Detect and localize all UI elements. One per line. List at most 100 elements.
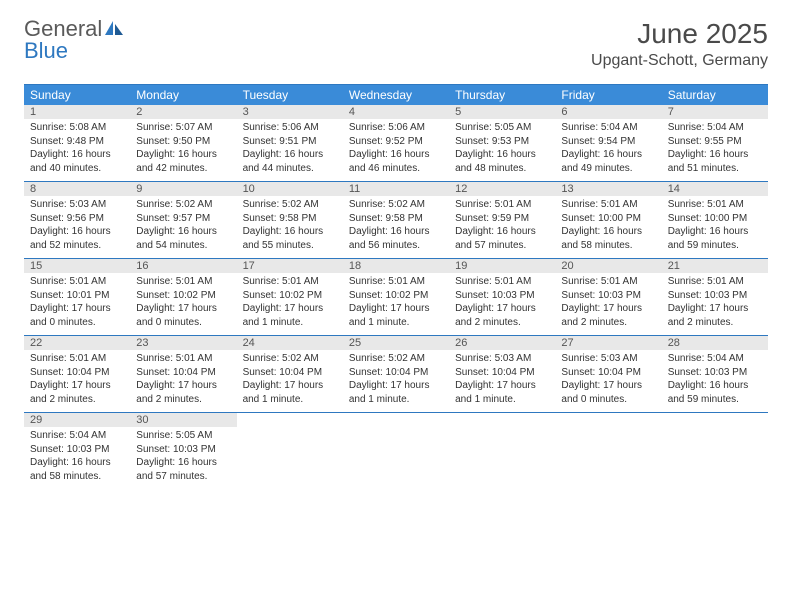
day-number: 12: [449, 182, 555, 196]
day-number: 20: [555, 259, 661, 273]
day-number: 23: [130, 336, 236, 350]
day-number: 2: [130, 105, 236, 119]
month-title: June 2025: [591, 18, 768, 50]
day-details: Sunrise: 5:04 AMSunset: 9:54 PMDaylight:…: [555, 119, 661, 181]
weekday-header-row: SundayMondayTuesdayWednesdayThursdayFrid…: [24, 85, 768, 105]
day-number: 17: [237, 259, 343, 273]
day-number: 24: [237, 336, 343, 350]
day-details: Sunrise: 5:03 AMSunset: 10:04 PMDaylight…: [555, 350, 661, 412]
calendar-day: 10Sunrise: 5:02 AMSunset: 9:58 PMDayligh…: [237, 182, 343, 258]
day-details: Sunrise: 5:01 AMSunset: 10:03 PMDaylight…: [662, 273, 768, 335]
day-details: Sunrise: 5:06 AMSunset: 9:51 PMDaylight:…: [237, 119, 343, 181]
calendar-day: 22Sunrise: 5:01 AMSunset: 10:04 PMDaylig…: [24, 336, 130, 412]
day-details: Sunrise: 5:05 AMSunset: 9:53 PMDaylight:…: [449, 119, 555, 181]
weekday-header: Thursday: [449, 85, 555, 105]
weekday-header: Tuesday: [237, 85, 343, 105]
calendar-week: 15Sunrise: 5:01 AMSunset: 10:01 PMDaylig…: [24, 259, 768, 336]
day-details: Sunrise: 5:01 AMSunset: 10:04 PMDaylight…: [130, 350, 236, 412]
day-number: 21: [662, 259, 768, 273]
day-number: 4: [343, 105, 449, 119]
calendar-day: 16Sunrise: 5:01 AMSunset: 10:02 PMDaylig…: [130, 259, 236, 335]
calendar-week: 8Sunrise: 5:03 AMSunset: 9:56 PMDaylight…: [24, 182, 768, 259]
day-number: 29: [24, 413, 130, 427]
day-number: 7: [662, 105, 768, 119]
calendar-day: 11Sunrise: 5:02 AMSunset: 9:58 PMDayligh…: [343, 182, 449, 258]
logo-sail-icon: [104, 18, 126, 40]
calendar-day: 23Sunrise: 5:01 AMSunset: 10:04 PMDaylig…: [130, 336, 236, 412]
day-number: 5: [449, 105, 555, 119]
day-number: 15: [24, 259, 130, 273]
calendar: SundayMondayTuesdayWednesdayThursdayFrid…: [24, 84, 768, 489]
calendar-day: 25Sunrise: 5:02 AMSunset: 10:04 PMDaylig…: [343, 336, 449, 412]
weekday-header: Monday: [130, 85, 236, 105]
day-details: Sunrise: 5:08 AMSunset: 9:48 PMDaylight:…: [24, 119, 130, 181]
weekday-header: Sunday: [24, 85, 130, 105]
calendar-day: 20Sunrise: 5:01 AMSunset: 10:03 PMDaylig…: [555, 259, 661, 335]
calendar-day: 12Sunrise: 5:01 AMSunset: 9:59 PMDayligh…: [449, 182, 555, 258]
calendar-day: 21Sunrise: 5:01 AMSunset: 10:03 PMDaylig…: [662, 259, 768, 335]
calendar-day: 29Sunrise: 5:04 AMSunset: 10:03 PMDaylig…: [24, 413, 130, 489]
day-details: Sunrise: 5:02 AMSunset: 10:04 PMDaylight…: [237, 350, 343, 412]
day-details: Sunrise: 5:03 AMSunset: 9:56 PMDaylight:…: [24, 196, 130, 258]
day-number: 3: [237, 105, 343, 119]
day-details: Sunrise: 5:01 AMSunset: 9:59 PMDaylight:…: [449, 196, 555, 258]
day-details: Sunrise: 5:07 AMSunset: 9:50 PMDaylight:…: [130, 119, 236, 181]
weekday-header: Wednesday: [343, 85, 449, 105]
calendar-day: ..: [662, 413, 768, 489]
day-number: 9: [130, 182, 236, 196]
calendar-week: 1Sunrise: 5:08 AMSunset: 9:48 PMDaylight…: [24, 105, 768, 182]
calendar-week: 22Sunrise: 5:01 AMSunset: 10:04 PMDaylig…: [24, 336, 768, 413]
day-number: 18: [343, 259, 449, 273]
weekday-header: Friday: [555, 85, 661, 105]
calendar-day: 19Sunrise: 5:01 AMSunset: 10:03 PMDaylig…: [449, 259, 555, 335]
calendar-day: 24Sunrise: 5:02 AMSunset: 10:04 PMDaylig…: [237, 336, 343, 412]
day-number: 1: [24, 105, 130, 119]
day-details: Sunrise: 5:01 AMSunset: 10:02 PMDaylight…: [343, 273, 449, 335]
day-details: Sunrise: 5:01 AMSunset: 10:02 PMDaylight…: [237, 273, 343, 335]
calendar-day: 5Sunrise: 5:05 AMSunset: 9:53 PMDaylight…: [449, 105, 555, 181]
day-number: 25: [343, 336, 449, 350]
calendar-day: ..: [343, 413, 449, 489]
day-number: 26: [449, 336, 555, 350]
calendar-day: 27Sunrise: 5:03 AMSunset: 10:04 PMDaylig…: [555, 336, 661, 412]
calendar-day: 7Sunrise: 5:04 AMSunset: 9:55 PMDaylight…: [662, 105, 768, 181]
day-details: Sunrise: 5:02 AMSunset: 10:04 PMDaylight…: [343, 350, 449, 412]
logo: GeneralBlue: [24, 18, 128, 62]
header: GeneralBlue June 2025 Upgant-Schott, Ger…: [0, 0, 792, 78]
location: Upgant-Schott, Germany: [591, 52, 768, 70]
calendar-weeks: 1Sunrise: 5:08 AMSunset: 9:48 PMDaylight…: [24, 105, 768, 489]
day-number: 22: [24, 336, 130, 350]
day-number: 14: [662, 182, 768, 196]
day-details: Sunrise: 5:02 AMSunset: 9:58 PMDaylight:…: [343, 196, 449, 258]
day-details: Sunrise: 5:06 AMSunset: 9:52 PMDaylight:…: [343, 119, 449, 181]
calendar-day: 3Sunrise: 5:06 AMSunset: 9:51 PMDaylight…: [237, 105, 343, 181]
logo-text-blue: Blue: [24, 38, 68, 63]
day-number: 16: [130, 259, 236, 273]
calendar-day: 4Sunrise: 5:06 AMSunset: 9:52 PMDaylight…: [343, 105, 449, 181]
calendar-day: 30Sunrise: 5:05 AMSunset: 10:03 PMDaylig…: [130, 413, 236, 489]
calendar-day: 1Sunrise: 5:08 AMSunset: 9:48 PMDaylight…: [24, 105, 130, 181]
day-number: 11: [343, 182, 449, 196]
day-details: Sunrise: 5:01 AMSunset: 10:03 PMDaylight…: [555, 273, 661, 335]
calendar-day: 15Sunrise: 5:01 AMSunset: 10:01 PMDaylig…: [24, 259, 130, 335]
day-details: Sunrise: 5:01 AMSunset: 10:02 PMDaylight…: [130, 273, 236, 335]
day-number: 27: [555, 336, 661, 350]
calendar-week: 29Sunrise: 5:04 AMSunset: 10:03 PMDaylig…: [24, 413, 768, 489]
day-number: 13: [555, 182, 661, 196]
day-details: Sunrise: 5:02 AMSunset: 9:58 PMDaylight:…: [237, 196, 343, 258]
day-number: 19: [449, 259, 555, 273]
calendar-day: 26Sunrise: 5:03 AMSunset: 10:04 PMDaylig…: [449, 336, 555, 412]
day-details: Sunrise: 5:01 AMSunset: 10:04 PMDaylight…: [24, 350, 130, 412]
weekday-header: Saturday: [662, 85, 768, 105]
day-details: Sunrise: 5:01 AMSunset: 10:01 PMDaylight…: [24, 273, 130, 335]
calendar-day: 6Sunrise: 5:04 AMSunset: 9:54 PMDaylight…: [555, 105, 661, 181]
calendar-day: 2Sunrise: 5:07 AMSunset: 9:50 PMDaylight…: [130, 105, 236, 181]
day-details: Sunrise: 5:04 AMSunset: 10:03 PMDaylight…: [662, 350, 768, 412]
day-details: Sunrise: 5:04 AMSunset: 9:55 PMDaylight:…: [662, 119, 768, 181]
calendar-day: 9Sunrise: 5:02 AMSunset: 9:57 PMDaylight…: [130, 182, 236, 258]
day-details: Sunrise: 5:01 AMSunset: 10:00 PMDaylight…: [662, 196, 768, 258]
day-details: Sunrise: 5:05 AMSunset: 10:03 PMDaylight…: [130, 427, 236, 489]
day-details: Sunrise: 5:03 AMSunset: 10:04 PMDaylight…: [449, 350, 555, 412]
calendar-day: ..: [555, 413, 661, 489]
day-details: Sunrise: 5:04 AMSunset: 10:03 PMDaylight…: [24, 427, 130, 489]
